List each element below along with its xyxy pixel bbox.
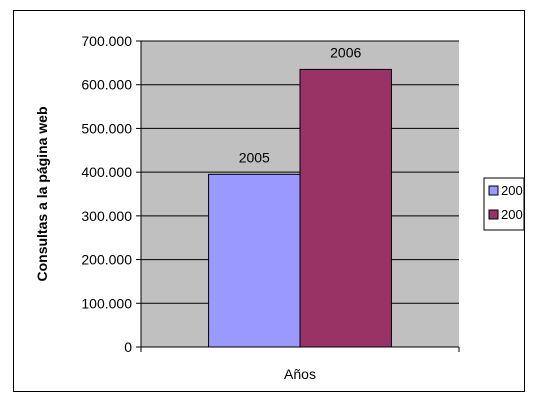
legend-label-2005: 2005 xyxy=(501,183,524,198)
bars xyxy=(208,68,392,348)
bar-2005 xyxy=(208,173,301,348)
x-axis-title: Años xyxy=(284,366,316,382)
y-axis-title: Consultas a la página web xyxy=(34,106,50,281)
y-ticks: 0 100.000 200.000 300.000 400.000 500.000 600.… xyxy=(81,33,460,355)
legend-label-2006: 2006 xyxy=(501,207,524,222)
y-tick-label: 100.000 xyxy=(81,295,132,311)
bar-2006 xyxy=(299,68,392,348)
legend-swatch-2005 xyxy=(488,185,499,196)
bar-chart: 2005 2006 0 100.000 200.000 300.000 400.000 50… xyxy=(34,33,530,382)
legend-swatch-2006 xyxy=(488,209,499,220)
y-tick-label: 600.000 xyxy=(81,77,132,93)
legend: 2005 2006 xyxy=(483,177,530,231)
data-label-2005: 2005 xyxy=(239,149,270,165)
y-tick-label: 400.000 xyxy=(81,164,132,180)
y-tick-label: 500.000 xyxy=(81,120,132,136)
data-labels: 2005 2006 xyxy=(239,44,362,165)
y-tick-label: 200.000 xyxy=(81,252,132,268)
y-tick-label: 700.000 xyxy=(81,33,132,49)
data-label-2006: 2006 xyxy=(330,44,361,60)
y-tick-label: 0 xyxy=(124,339,132,355)
y-tick-label: 300.000 xyxy=(81,208,132,224)
chart-frame: 2005 2006 0 100.000 200.000 300.000 400.000 50… xyxy=(13,10,530,392)
